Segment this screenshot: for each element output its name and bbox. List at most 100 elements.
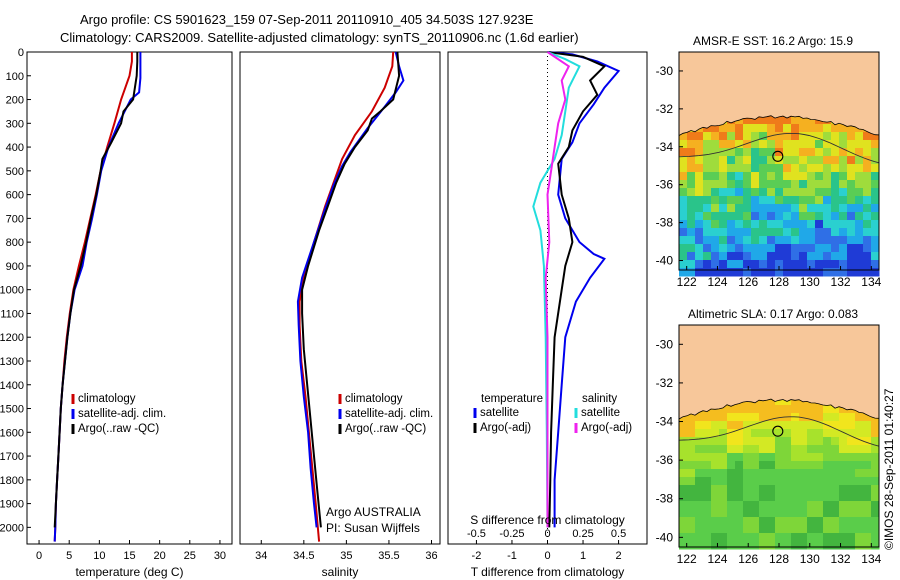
map-cell: [767, 148, 776, 157]
map-cell: [799, 445, 808, 454]
legend-entry: satellite-adj. clim.: [345, 408, 433, 420]
map-cell: [863, 172, 872, 181]
map-y-tick-label: -32: [656, 376, 674, 390]
map-cell: [759, 252, 768, 261]
map-cell: [759, 525, 768, 534]
map-cell: [679, 485, 688, 494]
map-cell: [719, 469, 728, 478]
map-cell: [871, 188, 880, 197]
map-cell: [727, 461, 736, 470]
map-cell: [823, 461, 832, 470]
x-tick-label: 20: [154, 550, 166, 562]
map-cell: [791, 260, 800, 269]
map-cell: [719, 124, 728, 133]
map-y-tick-label: -40: [656, 254, 674, 268]
map-cell: [687, 501, 696, 510]
map-cell: [711, 124, 720, 133]
map-cell: [751, 236, 760, 245]
map-cell: [719, 196, 728, 205]
map-cell: [703, 156, 712, 165]
x-axis-label: salinity: [322, 565, 359, 579]
map-cell: [791, 252, 800, 261]
map-cell: [711, 429, 720, 438]
map-cell: [775, 188, 784, 197]
map-cell: [711, 180, 720, 189]
map-cell: [751, 124, 760, 133]
map-cell: [839, 172, 848, 181]
map-cell: [823, 493, 832, 502]
map-cell: [767, 501, 776, 510]
map-cell: [807, 156, 816, 165]
map-cell: [815, 204, 824, 213]
map-cell: [791, 116, 800, 125]
map-cell: [791, 140, 800, 149]
map-cell: [687, 421, 696, 430]
map-cell: [679, 236, 688, 245]
map-cell: [679, 252, 688, 261]
map-cell: [695, 477, 704, 486]
map-cell: [687, 493, 696, 502]
map-cell: [695, 252, 704, 261]
map-cell: [727, 501, 736, 510]
map-cell: [679, 228, 688, 237]
map-cell: [783, 445, 792, 454]
map-cell: [815, 541, 824, 550]
depth-contour: [678, 416, 880, 447]
map-cell: [775, 453, 784, 462]
map-cell: [775, 140, 784, 149]
map-cell: [727, 124, 736, 133]
map-cell: [863, 493, 872, 502]
map-cell: [847, 188, 856, 197]
map-cell: [855, 260, 864, 269]
map-cell: [711, 156, 720, 165]
map-cell: [759, 116, 768, 125]
map-cell: [735, 541, 744, 550]
map-cell: [783, 453, 792, 462]
map-cell: [871, 437, 880, 446]
map-cell: [767, 477, 776, 486]
map-cell: [847, 172, 856, 181]
map-cell: [831, 156, 840, 165]
map-cell: [815, 525, 824, 534]
map-cell: [815, 220, 824, 229]
map-cell: [855, 469, 864, 478]
map-x-tick-label: 124: [707, 552, 727, 566]
map-cell: [751, 156, 760, 165]
map-cell: [703, 172, 712, 181]
map-cell: [751, 477, 760, 486]
map-cell: [847, 541, 856, 550]
map-cell: [847, 156, 856, 165]
map-cell: [743, 252, 752, 261]
map-cell: [823, 140, 832, 149]
map-cell: [679, 445, 688, 454]
map-cell: [751, 517, 760, 526]
x-axis-label: T difference from climatology: [471, 565, 625, 579]
map-cell: [831, 493, 840, 502]
map-cell: [791, 461, 800, 470]
map-cell: [751, 413, 760, 422]
map-y-tick-label: -30: [656, 64, 674, 78]
map-cell: [759, 172, 768, 181]
map-cell: [711, 260, 720, 269]
map-cell: [807, 172, 816, 181]
map-cell: [759, 477, 768, 486]
depth-contour: [678, 132, 880, 164]
map-cell: [863, 533, 872, 542]
map-cell: [863, 204, 872, 213]
map-cell: [711, 212, 720, 221]
map-cell: [719, 228, 728, 237]
map-cell: [871, 244, 880, 253]
map-cell: [679, 469, 688, 478]
map-cell: [751, 501, 760, 510]
map-cell: [807, 236, 816, 245]
map-cell: [799, 228, 808, 237]
legend-entry: climatology: [78, 393, 136, 405]
map-cell: [679, 268, 688, 277]
map-cell: [751, 421, 760, 430]
map-cell: [783, 132, 792, 141]
map-cell: [871, 228, 880, 237]
map-cell: [791, 124, 800, 133]
map-cell: [727, 429, 736, 438]
map-cell: [815, 164, 824, 173]
map-cell: [775, 397, 784, 406]
